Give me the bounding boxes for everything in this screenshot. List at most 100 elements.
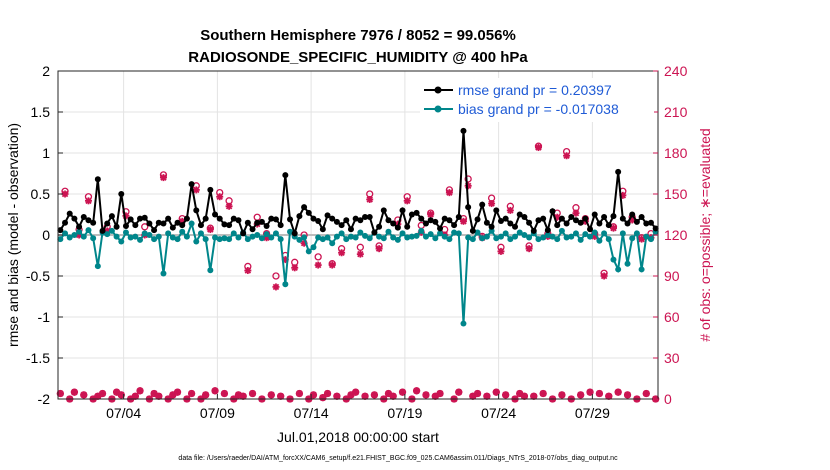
rmse-point [85, 217, 92, 224]
obs-evaluated-stroke [211, 387, 219, 395]
obs-evaluated-stroke [296, 390, 303, 397]
obs-evaluated-stroke [277, 393, 284, 400]
bias-point [132, 233, 139, 240]
obs-evaluated-stroke [539, 390, 547, 397]
rmse-point [465, 204, 472, 211]
obs-evaluated-stroke [399, 388, 406, 396]
rmse-point [151, 227, 158, 234]
rmse-point [418, 215, 425, 222]
rmse-point [563, 220, 570, 227]
obs-evaluated-stroke [314, 261, 322, 269]
rmse-point [347, 226, 354, 233]
obs-evaluated-stroke [643, 390, 650, 397]
obs-evaluated-stroke [202, 391, 209, 399]
obs-evaluated-marker [99, 390, 107, 398]
bias-point [483, 233, 490, 240]
obs-evaluated-marker [558, 391, 566, 399]
bias-point [193, 238, 200, 245]
bias-point [113, 233, 120, 240]
y-right-tick-label: 30 [664, 350, 680, 366]
rmse-point [544, 227, 551, 234]
rmse-point [610, 213, 617, 220]
obs-possible-marker [356, 243, 364, 251]
bias-point [399, 230, 406, 237]
bias-point [446, 236, 453, 243]
obs-evaluated-marker [174, 388, 182, 396]
rmse-point [113, 223, 120, 230]
obs-evaluated-marker [492, 388, 500, 396]
bias-point [127, 234, 134, 241]
rmse-point [441, 215, 448, 222]
obs-evaluated-stroke [596, 390, 603, 397]
obs-evaluated-stroke [488, 200, 495, 207]
rmse-point [638, 213, 645, 220]
rmse-point [624, 220, 631, 227]
chart-subtitle: RADIOSONDE_SPECIFIC_HUMIDITY @ 400 hPa [188, 49, 528, 66]
bias-point [174, 236, 181, 243]
obs-evaluated-marker [614, 388, 622, 396]
y-tick-label: -2 [38, 391, 51, 407]
obs-evaluated-stroke [614, 388, 622, 396]
rmse-point [432, 218, 439, 225]
rmse-point [221, 221, 228, 228]
rmse-point [230, 215, 237, 222]
obs-evaluated-stroke [333, 393, 341, 400]
bias-point [507, 236, 514, 243]
rmse-point [291, 230, 298, 237]
obs-evaluated-marker [609, 224, 617, 232]
obs-possible-marker [141, 223, 149, 231]
x-tick-label: 07/19 [387, 405, 422, 421]
rmse-point [596, 220, 603, 227]
rmse-point [268, 215, 275, 222]
rmse-point [76, 223, 83, 230]
bias-point [108, 227, 115, 234]
obs-evaluated-stroke [422, 391, 430, 399]
obs-evaluated-marker [370, 391, 378, 399]
rmse-point [277, 222, 284, 229]
obs-evaluated-marker [188, 390, 196, 398]
bias-point [151, 236, 158, 243]
bias-point [202, 236, 209, 243]
obs-evaluated-marker [249, 390, 257, 398]
obs-evaluated-stroke [558, 391, 566, 399]
rmse-point [94, 176, 101, 183]
bias-point [497, 233, 504, 240]
y-axis-label: rmse and bias (model - observation) [5, 123, 21, 347]
bias-point [427, 231, 434, 238]
bias-point [277, 236, 284, 243]
obs-evaluated-marker [413, 387, 421, 395]
rmse-point [104, 220, 111, 227]
rmse-point [385, 217, 392, 224]
obs-evaluated-stroke [357, 250, 364, 258]
rmse-point [108, 213, 115, 220]
rmse-point [137, 215, 144, 222]
bias-point [488, 227, 495, 234]
obs-evaluated-stroke [216, 193, 223, 200]
bias-point [296, 236, 303, 243]
obs-evaluated-stroke [235, 391, 242, 399]
bias-point [418, 227, 425, 234]
bias-point [230, 230, 237, 237]
bias-point [357, 229, 364, 236]
bias-point [376, 233, 383, 240]
bias-point [582, 231, 589, 238]
rmse-point [197, 222, 204, 229]
rmse-point [497, 218, 504, 225]
bias-point [197, 230, 204, 237]
bias-point [465, 234, 472, 241]
x-tick-label: 07/09 [200, 405, 235, 421]
obs-evaluated-marker [525, 245, 533, 253]
obs-evaluated-stroke [221, 390, 228, 397]
obs-evaluated-stroke [521, 393, 528, 400]
bias-point [71, 232, 78, 238]
obs-evaluated-stroke [310, 391, 317, 399]
obs-evaluated-marker [459, 217, 467, 225]
rmse-point [582, 215, 589, 222]
rmse-point [310, 215, 317, 222]
obs-evaluated-marker [464, 182, 472, 190]
obs-evaluated-stroke [132, 393, 139, 400]
bias-point [146, 232, 153, 238]
bias-point [258, 235, 265, 242]
rmse-point [469, 227, 476, 234]
rmse-point [516, 211, 523, 218]
